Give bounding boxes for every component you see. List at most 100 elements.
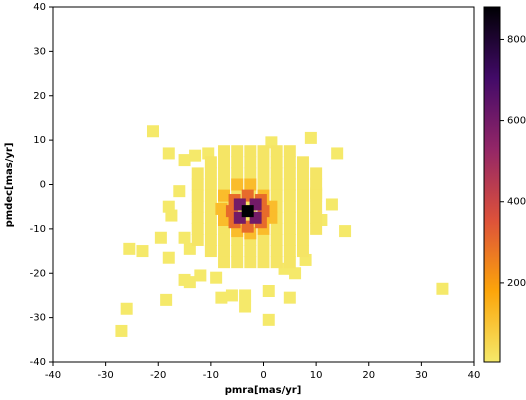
point [120, 302, 133, 315]
point [270, 233, 283, 246]
point [257, 256, 270, 269]
point [194, 269, 207, 282]
point [283, 245, 296, 258]
point [244, 256, 257, 269]
point [160, 293, 173, 306]
point [270, 145, 283, 158]
point [204, 189, 217, 202]
point [218, 256, 231, 269]
point [283, 256, 296, 269]
point [296, 189, 309, 202]
point [191, 222, 204, 235]
point [257, 156, 270, 169]
point [189, 149, 202, 162]
point [231, 178, 244, 191]
x-tick-label: -10 [203, 370, 219, 381]
point [270, 167, 283, 180]
point [231, 245, 244, 258]
colorbar [483, 6, 501, 363]
point [241, 205, 254, 218]
point [310, 189, 323, 202]
point [283, 156, 296, 169]
point [218, 145, 231, 158]
x-tick-label: -20 [150, 370, 166, 381]
plot-area [115, 125, 449, 337]
point [204, 178, 217, 191]
x-tick-label: 0 [260, 370, 266, 381]
y-tick-label: -40 [30, 357, 46, 368]
point [436, 282, 449, 295]
point [283, 291, 296, 304]
point [218, 167, 231, 180]
point [191, 211, 204, 224]
point [218, 156, 231, 169]
point [257, 145, 270, 158]
point [218, 233, 231, 246]
point [244, 145, 257, 158]
point [204, 222, 217, 235]
point [244, 178, 257, 191]
point [289, 267, 302, 280]
point [270, 222, 283, 235]
point [231, 167, 244, 180]
point [257, 167, 270, 180]
point [204, 156, 217, 169]
colorbar-tick-label: 400 [507, 197, 526, 208]
point [191, 178, 204, 191]
point [296, 156, 309, 169]
point [310, 222, 323, 235]
point [283, 211, 296, 224]
point [204, 211, 217, 224]
point [331, 147, 344, 160]
x-tick-label: 30 [415, 370, 428, 381]
y-tick-label: 30 [33, 46, 46, 57]
point [296, 200, 309, 213]
point [204, 233, 217, 246]
point [270, 256, 283, 269]
point [231, 256, 244, 269]
y-tick-label: 40 [33, 2, 46, 13]
x-tick-label: 10 [310, 370, 323, 381]
y-tick-label: 10 [33, 135, 46, 146]
point [310, 200, 323, 213]
point [218, 178, 231, 191]
point [262, 313, 275, 326]
point [210, 271, 223, 284]
point [123, 242, 136, 255]
y-tick-label: 20 [33, 91, 46, 102]
point [296, 211, 309, 224]
point [244, 156, 257, 169]
point [162, 251, 175, 264]
point [296, 245, 309, 258]
colorbar-tick-label: 200 [507, 278, 526, 289]
y-tick-label: -20 [30, 268, 46, 279]
point [204, 200, 217, 213]
point [283, 189, 296, 202]
x-tick-label: 40 [468, 370, 481, 381]
point [162, 147, 175, 160]
point [296, 167, 309, 180]
point [146, 125, 159, 138]
point [310, 211, 323, 224]
y-tick-label: -30 [30, 313, 46, 324]
point [191, 189, 204, 202]
y-tick-label: -10 [30, 224, 46, 235]
colorbar-tick-label: 800 [507, 34, 526, 45]
point [191, 233, 204, 246]
point [231, 145, 244, 158]
point [244, 167, 257, 180]
point [310, 178, 323, 191]
point [310, 167, 323, 180]
point [296, 222, 309, 235]
point [283, 200, 296, 213]
x-tick-label: 20 [362, 370, 375, 381]
y-tick-label: 0 [40, 180, 46, 191]
point [154, 231, 167, 244]
point [178, 231, 191, 244]
point [283, 167, 296, 180]
point [191, 167, 204, 180]
x-tick-label: -40 [45, 370, 61, 381]
point [257, 233, 270, 246]
point [283, 222, 296, 235]
